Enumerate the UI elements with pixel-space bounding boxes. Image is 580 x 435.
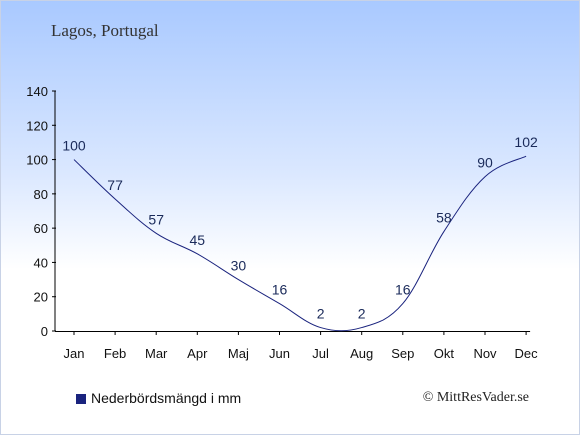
data-label: 16 (395, 282, 411, 298)
x-tick-label: Aug (350, 346, 373, 361)
y-tick-label: 40 (34, 255, 48, 270)
x-tick-label: Jan (64, 346, 85, 361)
x-tick-label: Nov (473, 346, 497, 361)
y-tick-label: 140 (26, 84, 48, 99)
data-label: 2 (358, 306, 366, 322)
x-tick-label: Okt (434, 346, 455, 361)
data-label: 100 (62, 138, 86, 154)
x-tick-label: Jul (312, 346, 329, 361)
data-label: 57 (148, 211, 164, 227)
y-tick-label: 0 (41, 324, 48, 339)
x-tick-label: Dec (515, 346, 539, 361)
series-line (73, 155, 527, 332)
data-label: 77 (107, 177, 123, 193)
data-label: 45 (190, 232, 206, 248)
legend-swatch (76, 394, 86, 404)
x-tick-label: Feb (104, 346, 126, 361)
y-tick-label: 100 (26, 153, 48, 168)
data-label: 2 (317, 306, 325, 322)
x-tick-label: Mar (145, 346, 168, 361)
data-label: 16 (272, 282, 288, 298)
x-tick-label: Apr (187, 346, 208, 361)
y-tick-label: 20 (34, 290, 48, 305)
copyright-text: © MittResVader.se (422, 390, 529, 405)
legend-label: Nederbördsmängd i mm (91, 390, 242, 406)
x-tick-label: Sep (391, 346, 414, 361)
legend: Nederbördsmängd i mm (76, 390, 241, 406)
y-tick-label: 60 (34, 221, 48, 236)
y-tick-label: 120 (26, 118, 48, 133)
data-label: 30 (231, 258, 247, 274)
chart-title: Lagos, Portugal (51, 21, 159, 40)
data-label: 90 (477, 155, 493, 171)
data-label: 102 (514, 134, 538, 150)
y-tick-label: 80 (34, 187, 48, 202)
x-tick-label: Jun (269, 346, 290, 361)
x-tick-label: Maj (228, 346, 249, 361)
data-label: 58 (436, 210, 452, 226)
